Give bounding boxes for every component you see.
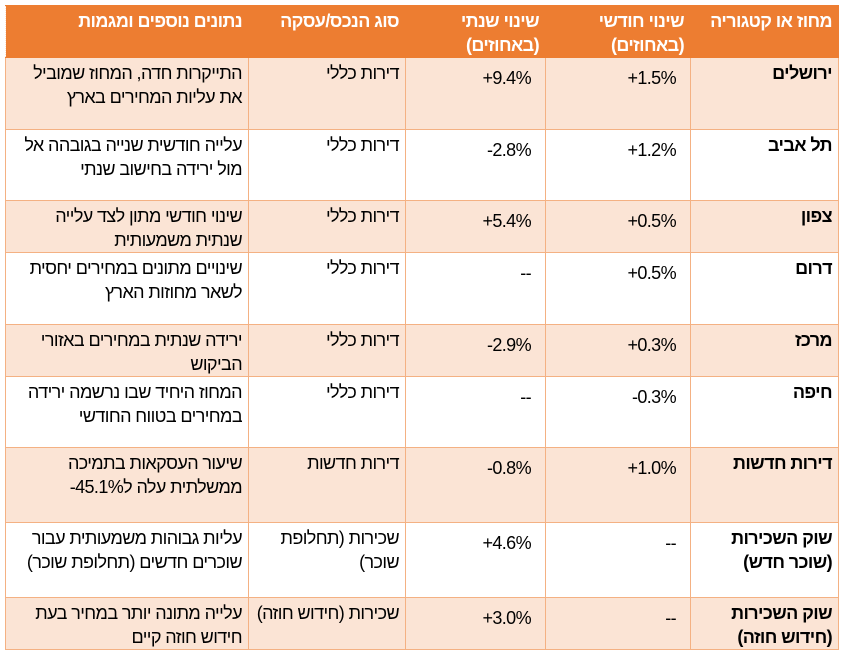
notes-cell: המחוז היחיד שבו נרשמה ירידה במחירים בטוו… <box>5 376 249 448</box>
type-cell: שכירות (תחלופת שוכר) <box>248 522 406 598</box>
type-cell: דירות כללי <box>248 129 406 201</box>
annual-change-cell: +9.4% <box>405 57 546 130</box>
percent-value: +0.3% <box>627 335 676 355</box>
header-annual-change: שינוי שנתי (באחוזים) <box>405 5 546 58</box>
notes-cell: עלייה מתונה יותר במחיר בעת חידוש חוזה קי… <box>5 597 249 650</box>
percent-value: +1.5% <box>627 68 676 88</box>
monthly-change-cell: +1.5% <box>545 57 691 130</box>
monthly-change-cell: +0.5% <box>545 200 691 253</box>
annual-change-cell: -2.9% <box>405 324 546 377</box>
type-cell: דירות כללי <box>248 252 406 325</box>
region-cell: דירות חדשות <box>690 447 839 523</box>
region-cell: מרכז <box>690 324 839 377</box>
percent-value: +1.0% <box>627 458 676 478</box>
annual-change-cell: -0.8% <box>405 447 546 523</box>
region-cell: חיפה <box>690 376 839 448</box>
region-cell: דרום <box>690 252 839 325</box>
percent-value: -2.9% <box>486 335 532 355</box>
type-cell: דירות כללי <box>248 57 406 130</box>
monthly-change-cell: -0.3% <box>545 376 691 448</box>
header-row: מחוז או קטגוריה שינוי חודשי (באחוזים) שי… <box>5 5 839 58</box>
percent-value: -- <box>665 533 676 553</box>
annual-change-cell: +4.6% <box>405 522 546 598</box>
percent-value: -- <box>520 387 531 407</box>
region-cell: ירושלים <box>690 57 839 130</box>
percent-value: -0.8% <box>486 458 532 478</box>
notes-cell: שיעור העסקאות בתמיכה ממשלתית עלה ל⁦-45.1… <box>5 447 249 523</box>
notes-cell: עלייה חודשית שנייה בגובהה אל מול ירידה ב… <box>5 129 249 201</box>
percent-value: +0.5% <box>627 263 676 283</box>
percent-value: +9.4% <box>482 68 531 88</box>
percent-value: -- <box>520 263 531 283</box>
notes-cell: עליות גבוהות משמעותית עבור שוכרים חדשים … <box>5 522 249 598</box>
region-cell: תל אביב <box>690 129 839 201</box>
notes-cell: שינוי חודשי מתון לצד עלייה שנתית משמעותי… <box>5 200 249 253</box>
percent-value: +4.6% <box>482 533 531 553</box>
type-cell: דירות כללי <box>248 376 406 448</box>
type-cell: שכירות (חידוש חוזה) <box>248 597 406 650</box>
notes-cell: ירידה שנתית במחירים באזורי הביקוש <box>5 324 249 377</box>
percent-value: +0.5% <box>627 211 676 231</box>
table-row: חיפה -0.3% -- דירות כללי המחוז היחיד שבו נרש… <box>5 376 839 448</box>
table-row: ירושלים +1.5% +9.4% דירות כללי התייקרות חדה,… <box>5 57 839 130</box>
percent-value: -0.3% <box>631 387 677 407</box>
region-cell: צפון <box>690 200 839 253</box>
notes-cell: התייקרות חדה, המחוז שמוביל את עליות המחי… <box>5 57 249 130</box>
annual-change-cell: -2.8% <box>405 129 546 201</box>
monthly-change-cell: +1.0% <box>545 447 691 523</box>
annual-change-cell: +3.0% <box>405 597 546 650</box>
monthly-change-cell: -- <box>545 597 691 650</box>
type-cell: דירות כללי <box>248 324 406 377</box>
monthly-change-cell: +1.2% <box>545 129 691 201</box>
table-row: מרכז +0.3% -2.9% דירות כללי ירידה שנתית במחי… <box>5 324 839 377</box>
notes-cell: שינויים מתונים במחירים יחסית לשאר מחוזות… <box>5 252 249 325</box>
header-monthly-change: שינוי חודשי (באחוזים) <box>545 5 691 58</box>
type-cell: דירות חדשות <box>248 447 406 523</box>
table-row: דרום +0.5% -- דירות כללי שינויים מתונים במחי… <box>5 252 839 325</box>
table-row: שוק השכירות (שוכר חדש) -- +4.6% שכירות (תחל… <box>5 522 839 598</box>
percent-value: -2.8% <box>486 140 532 160</box>
type-cell: דירות כללי <box>248 200 406 253</box>
header-region: מחוז או קטגוריה <box>690 5 839 58</box>
monthly-change-cell: +0.5% <box>545 252 691 325</box>
monthly-change-cell: +0.3% <box>545 324 691 377</box>
percent-value: +1.2% <box>627 140 676 160</box>
table-row: צפון +0.5% +5.4% דירות כללי שינוי חודשי מתון… <box>5 200 839 253</box>
percent-value: -- <box>665 608 676 628</box>
region-cell: שוק השכירות (שוכר חדש) <box>690 522 839 598</box>
housing-price-table: מחוז או קטגוריה שינוי חודשי (באחוזים) שי… <box>5 5 839 650</box>
table-row: תל אביב +1.2% -2.8% דירות כללי עלייה חודשית … <box>5 129 839 201</box>
annual-change-cell: -- <box>405 252 546 325</box>
table-row: דירות חדשות +1.0% -0.8% דירות חדשות שיעור הע… <box>5 447 839 523</box>
header-type: סוג הנכס/עסקה <box>248 5 406 58</box>
annual-change-cell: +5.4% <box>405 200 546 253</box>
monthly-change-cell: -- <box>545 522 691 598</box>
region-cell: שוק השכירות (חידוש חוזה) <box>690 597 839 650</box>
table-row: שוק השכירות (חידוש חוזה) -- +3.0% שכירות (ח… <box>5 597 839 650</box>
percent-value: +5.4% <box>482 211 531 231</box>
header-notes: נתונים נוספים ומגמות <box>5 5 249 58</box>
annual-change-cell: -- <box>405 376 546 448</box>
percent-value: +3.0% <box>482 608 531 628</box>
